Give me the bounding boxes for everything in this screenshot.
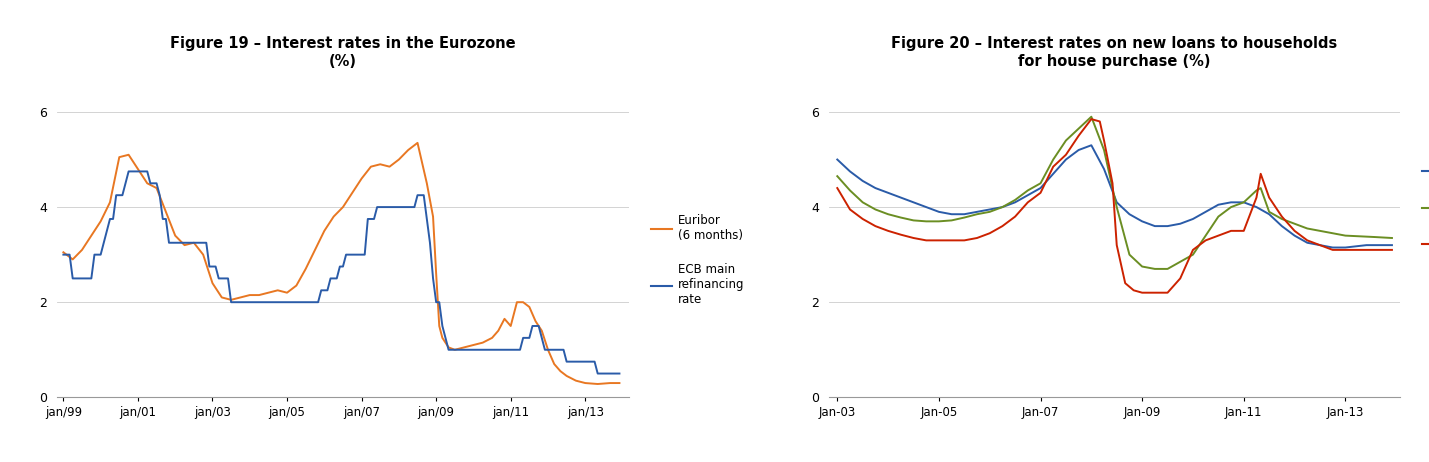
Legend: Euroarea, Italy, Portugal: Euroarea, Italy, Portugal [1418,161,1429,256]
Title: Figure 19 – Interest rates in the Eurozone
(%): Figure 19 – Interest rates in the Eurozo… [170,36,516,68]
Title: Figure 20 – Interest rates on new loans to households
for house purchase (%): Figure 20 – Interest rates on new loans … [892,36,1338,68]
Legend: Euribor
(6 months), ECB main
refinancing
rate: Euribor (6 months), ECB main refinancing… [646,209,749,311]
